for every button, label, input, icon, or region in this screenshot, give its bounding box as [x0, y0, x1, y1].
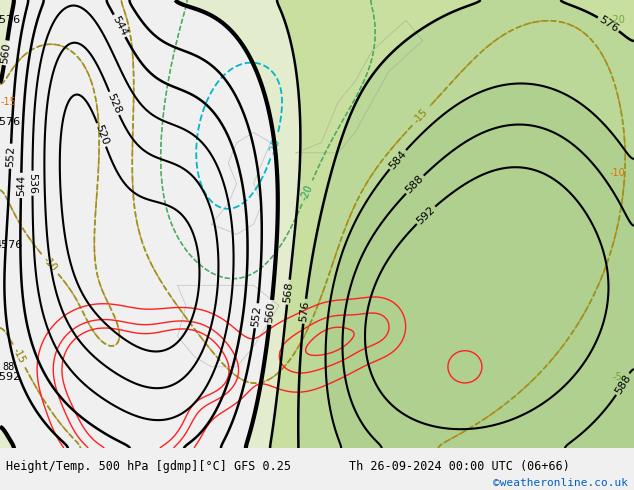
Text: 576: 576 [597, 14, 620, 34]
Text: 544: 544 [16, 174, 26, 196]
Text: 592: 592 [415, 204, 437, 226]
Text: 4576: 4576 [0, 240, 23, 249]
Text: -10: -10 [609, 168, 625, 178]
Text: 560: 560 [0, 42, 12, 64]
Text: -20: -20 [609, 15, 625, 25]
Text: -15: -15 [412, 106, 430, 125]
Text: -15: -15 [1, 97, 16, 107]
Text: 520: 520 [93, 123, 110, 147]
Text: -576: -576 [0, 117, 21, 127]
Text: -592: -592 [0, 372, 21, 382]
Text: 536: 536 [27, 172, 37, 194]
Text: -10: -10 [41, 255, 59, 273]
Text: 588: 588 [613, 372, 633, 396]
Text: -10: -10 [41, 255, 59, 273]
Text: -5: -5 [612, 372, 622, 382]
Text: -15: -15 [412, 106, 430, 125]
Text: Height/Temp. 500 hPa [gdmp][°C] GFS 0.25: Height/Temp. 500 hPa [gdmp][°C] GFS 0.25 [6, 460, 292, 473]
Text: 560: 560 [264, 301, 277, 323]
Text: 88: 88 [3, 362, 15, 372]
Text: ©weatheronline.co.uk: ©weatheronline.co.uk [493, 478, 628, 488]
Text: 552: 552 [250, 305, 262, 327]
Text: -576: -576 [0, 15, 21, 25]
Text: 544: 544 [110, 14, 129, 38]
Text: -20: -20 [299, 183, 315, 201]
Text: -15: -15 [11, 346, 27, 366]
Text: Th 26-09-2024 00:00 UTC (06+66): Th 26-09-2024 00:00 UTC (06+66) [349, 460, 569, 473]
Text: 588: 588 [404, 173, 426, 196]
Text: -20: -20 [299, 183, 315, 201]
Text: -15: -15 [11, 346, 27, 366]
Text: -25: -25 [268, 137, 281, 155]
Text: 576: 576 [299, 300, 311, 322]
Text: 568: 568 [282, 281, 294, 303]
Text: 528: 528 [105, 92, 123, 115]
Text: 584: 584 [387, 148, 408, 171]
Text: 552: 552 [5, 146, 16, 167]
